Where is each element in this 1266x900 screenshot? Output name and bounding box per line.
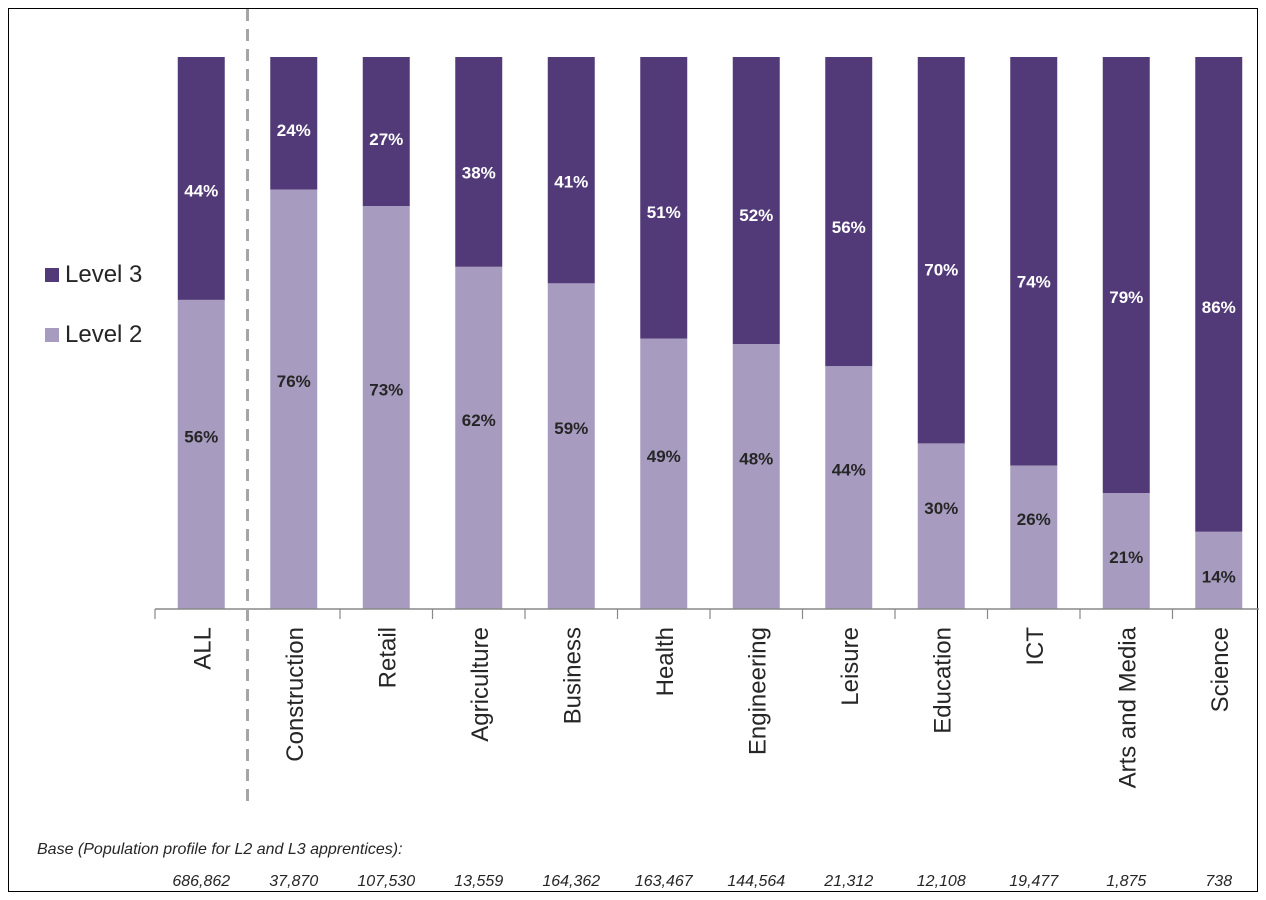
bar-level-2-6 <box>732 344 780 609</box>
bar-level-3-6 <box>732 57 780 345</box>
bar-level-2-0 <box>177 299 225 609</box>
legend-swatch-level-3 <box>45 268 59 282</box>
data-label-level-2-1: 76% <box>277 372 311 391</box>
x-tick-label-6: Engineering <box>744 627 771 755</box>
base-value-0: 686,862 <box>172 873 231 890</box>
bar-level-2-8 <box>917 443 965 609</box>
base-value-9: 19,477 <box>1009 873 1059 890</box>
data-label-level-3-8: 70% <box>924 261 958 280</box>
data-label-level-2-10: 21% <box>1109 548 1143 567</box>
data-label-level-3-11: 86% <box>1202 298 1236 317</box>
bar-level-2-1 <box>270 189 318 610</box>
x-tick-label-0: ALL <box>189 627 216 670</box>
base-value-2: 107,530 <box>357 873 416 890</box>
bar-level-3-4 <box>547 57 595 284</box>
bar-level-3-2 <box>362 57 410 207</box>
data-label-level-3-4: 41% <box>554 172 588 191</box>
data-label-level-2-5: 49% <box>647 447 681 466</box>
base-value-7: 21,312 <box>824 873 874 890</box>
data-label-level-2-3: 62% <box>462 411 496 430</box>
x-tick-label-11: Science <box>1207 627 1234 712</box>
chart-frame: 56% 44% 76% 24% 73% 27% 62% 38% 59% 41% 49% 51% 48% 5… <box>8 8 1259 892</box>
data-label-level-3-1: 24% <box>277 121 311 140</box>
bar-level-2-7 <box>825 366 873 609</box>
legend-label-level-3: Level 3 <box>65 261 143 288</box>
x-tick-label-5: Health <box>652 627 679 696</box>
bar-level-3-1 <box>270 57 318 190</box>
x-tick-label-2: Retail <box>374 627 401 688</box>
base-value-1: 37,870 <box>269 873 319 890</box>
x-tick-label-1: Construction <box>282 627 309 762</box>
data-label-level-3-3: 38% <box>462 163 496 182</box>
bar-level-2-11 <box>1195 531 1243 609</box>
data-label-level-2-11: 14% <box>1202 567 1236 586</box>
data-label-level-2-9: 26% <box>1017 510 1051 529</box>
data-label-level-3-2: 27% <box>369 130 403 149</box>
legend-label-level-2: Level 2 <box>65 321 143 348</box>
base-value-3: 13,559 <box>454 873 504 890</box>
legend-swatch-level-2 <box>45 328 59 342</box>
base-value-4: 164,362 <box>542 873 601 890</box>
data-label-level-3-5: 51% <box>647 203 681 222</box>
base-value-6: 144,564 <box>727 873 786 890</box>
bar-level-2-2 <box>362 206 410 610</box>
bar-level-3-3 <box>455 57 503 267</box>
data-label-level-2-8: 30% <box>924 499 958 518</box>
x-tick-label-3: Agriculture <box>467 627 494 742</box>
bar-level-3-8 <box>917 57 965 444</box>
legend-item-level-3: Level 3 <box>45 261 142 289</box>
data-label-level-3-0: 44% <box>184 182 218 201</box>
bar-level-2-9 <box>1010 465 1058 609</box>
bar-level-3-7 <box>825 57 873 367</box>
base-value-10: 1,875 <box>1106 873 1147 890</box>
x-tick-label-10: Arts and Media <box>1114 626 1141 788</box>
base-value-11: 738 <box>1205 873 1233 890</box>
bar-level-2-5 <box>640 338 688 609</box>
bar-level-2-10 <box>1102 493 1150 609</box>
stacked-bar-chart: 56% 44% 76% 24% 73% 27% 62% 38% 59% 41% 49% 51% 48% 5… <box>154 9 1259 801</box>
data-label-level-3-6: 52% <box>739 206 773 225</box>
x-tick-label-8: Education <box>929 627 956 734</box>
x-tick-label-7: Leisure <box>837 627 864 706</box>
bar-level-3-10 <box>1102 57 1150 494</box>
legend-item-level-2: Level 2 <box>45 321 142 349</box>
data-label-level-2-6: 48% <box>739 450 773 469</box>
data-label-level-2-2: 73% <box>369 381 403 400</box>
bar-level-2-3 <box>455 266 503 609</box>
base-value-8: 12,108 <box>916 873 966 890</box>
bar-level-3-0 <box>177 57 225 300</box>
data-label-level-2-4: 59% <box>554 419 588 438</box>
data-label-level-3-7: 56% <box>832 218 866 237</box>
base-label: Base (Population profile for L2 and L3 a… <box>37 841 403 858</box>
data-label-level-3-9: 74% <box>1017 273 1051 292</box>
data-label-level-3-10: 79% <box>1109 288 1143 307</box>
bar-level-2-4 <box>547 283 595 609</box>
x-tick-label-4: Business <box>559 627 586 724</box>
data-label-level-2-0: 56% <box>184 427 218 446</box>
data-label-level-2-7: 44% <box>832 461 866 480</box>
bar-level-3-11 <box>1195 57 1243 532</box>
x-tick-label-9: ICT <box>1022 627 1049 666</box>
bar-level-3-5 <box>640 57 688 339</box>
bar-level-3-9 <box>1010 57 1058 466</box>
base-value-5: 163,467 <box>634 873 693 890</box>
